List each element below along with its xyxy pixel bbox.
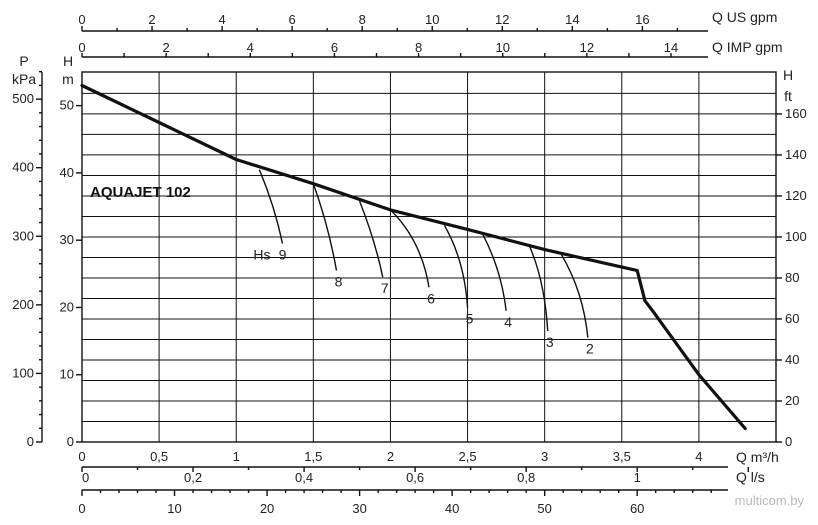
kpa-tick-label: 500 — [12, 91, 34, 106]
lmin-tick-label: 50 — [537, 501, 551, 516]
us-gpm-tick-label: 12 — [495, 12, 509, 27]
hs-curve-5 — [443, 225, 469, 308]
ls-tick-label: 0,4 — [295, 470, 313, 485]
imp-gpm-label: Q IMP gpm — [712, 39, 783, 55]
m3h-tick-label: 4 — [695, 449, 702, 464]
m-tick-label: 0 — [67, 434, 74, 449]
ft-tick-label: 80 — [785, 270, 799, 285]
lmin-tick-label: 0 — [78, 501, 85, 516]
m-tick-label: 10 — [60, 367, 74, 382]
chart-title: AQUAJET 102 — [90, 184, 191, 201]
us-gpm-tick-label: 4 — [218, 12, 225, 27]
imp-gpm-tick-label: 14 — [664, 40, 678, 55]
hs-label-3: 3 — [546, 334, 554, 350]
m-tick-label: 50 — [60, 98, 74, 113]
hs-label-9: 9 — [279, 247, 287, 263]
m3h-tick-label: 1,5 — [304, 449, 322, 464]
m-tick-label: 40 — [60, 165, 74, 180]
ft-axis-label-1: H — [783, 67, 793, 83]
m-tick-label: 30 — [60, 232, 74, 247]
hs-curve-8 — [312, 183, 338, 271]
hs-curve-7 — [358, 200, 384, 278]
ls-tick-label: 1 — [634, 470, 641, 485]
ft-axis-label-2: ft — [784, 88, 792, 104]
us-gpm-tick-label: 0 — [78, 12, 85, 27]
m-axis-label-2: m — [62, 71, 74, 87]
hs-label-6: 6 — [427, 290, 435, 306]
m-tick-label: 20 — [60, 299, 74, 314]
us-gpm-tick-label: 8 — [359, 12, 366, 27]
imp-gpm-tick-label: 12 — [580, 40, 594, 55]
m3h-tick-label: 0,5 — [150, 449, 168, 464]
lmin-tick-label: 20 — [260, 501, 274, 516]
us-gpm-label: Q US gpm — [712, 9, 777, 25]
ft-tick-label: 0 — [785, 434, 792, 449]
m3h-tick-label: 0 — [78, 449, 85, 464]
ft-tick-label: 20 — [785, 393, 799, 408]
lmin-tick-label: 40 — [445, 501, 459, 516]
m3h-label: Q m³/h — [736, 449, 779, 465]
hs-label-4: 4 — [504, 314, 512, 330]
kpa-axis-label-1: P — [19, 53, 28, 69]
imp-gpm-tick-label: 0 — [78, 40, 85, 55]
ls-tick-label: 0,8 — [517, 470, 535, 485]
hs-curve-6 — [389, 209, 430, 288]
us-gpm-tick-label: 2 — [148, 12, 155, 27]
m-axis-label-1: H — [63, 53, 73, 69]
hs-curve-9 — [258, 169, 284, 244]
pump-curve-line — [80, 83, 747, 431]
hs-label-2: 2 — [586, 341, 594, 357]
lmin-tick-label: 10 — [167, 501, 181, 516]
m3h-tick-label: 3,5 — [613, 449, 631, 464]
kpa-tick-label: 100 — [12, 365, 34, 380]
hs-prefix-label: Hs — [253, 247, 270, 263]
watermark: multicom.by — [735, 493, 805, 508]
kpa-axis-label-2: kPa — [12, 71, 36, 87]
hs-curve-4 — [482, 234, 507, 311]
kpa-tick-label: 300 — [12, 228, 34, 243]
us-gpm-tick-label: 16 — [635, 12, 649, 27]
m3h-tick-label: 1 — [233, 449, 240, 464]
hs-label-5: 5 — [466, 310, 474, 326]
us-gpm-tick-label: 14 — [565, 12, 579, 27]
ft-tick-label: 100 — [785, 229, 807, 244]
us-gpm-tick-label: 6 — [289, 12, 296, 27]
kpa-tick-label: 200 — [12, 297, 34, 312]
ft-tick-label: 140 — [785, 147, 807, 162]
ft-tick-label: 120 — [785, 188, 807, 203]
imp-gpm-tick-label: 2 — [163, 40, 170, 55]
kpa-tick-label: 400 — [12, 160, 34, 175]
ft-tick-label: 60 — [785, 311, 799, 326]
hs-curve-3 — [528, 245, 549, 332]
lmin-tick-label: 30 — [352, 501, 366, 516]
m3h-tick-label: 2 — [387, 449, 394, 464]
m3h-tick-label: 2,5 — [459, 449, 477, 464]
hs-curve-2 — [559, 251, 589, 338]
m3h-tick-label: 3 — [541, 449, 548, 464]
imp-gpm-tick-label: 10 — [495, 40, 509, 55]
hs-label-8: 8 — [335, 273, 343, 289]
ls-tick-label: 0 — [82, 470, 89, 485]
grid — [81, 71, 777, 443]
axes: 0100200300400500010203040500204060801001… — [12, 12, 806, 516]
ft-tick-label: 40 — [785, 352, 799, 367]
curves — [80, 83, 747, 431]
hs-label-7: 7 — [381, 280, 389, 296]
lmin-tick-label: 60 — [630, 501, 644, 516]
ls-tick-label: 0,2 — [184, 470, 202, 485]
ls-label: Q l/s — [736, 469, 765, 485]
ls-tick-label: 0,6 — [406, 470, 424, 485]
imp-gpm-tick-label: 8 — [415, 40, 422, 55]
kpa-tick-label: 0 — [27, 434, 34, 449]
ft-tick-label: 160 — [785, 106, 807, 121]
imp-gpm-tick-label: 4 — [247, 40, 254, 55]
us-gpm-tick-label: 10 — [425, 12, 439, 27]
imp-gpm-tick-label: 6 — [331, 40, 338, 55]
